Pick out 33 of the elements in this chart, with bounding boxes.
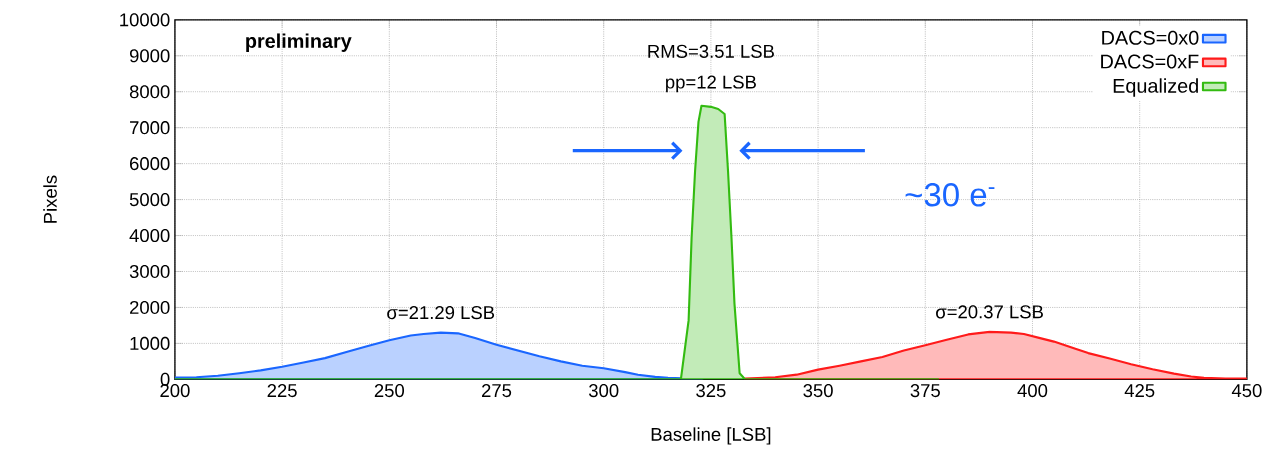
annotation: σ=20.37 LSB	[936, 305, 1043, 319]
y-tick-label: 4000	[129, 229, 170, 243]
y-tick-label: 0	[160, 373, 170, 387]
x-tick-label: 300	[588, 384, 619, 398]
x-tick-label: 400	[1017, 384, 1048, 398]
x-tick-label: 250	[374, 384, 405, 398]
legend-label: Equalized	[1113, 78, 1198, 97]
annotation: pp=12 LSB	[666, 75, 756, 93]
y-tick-label: 5000	[129, 193, 170, 207]
x-tick-label: 350	[803, 384, 833, 398]
y-tick-label: 1000	[130, 337, 170, 351]
legend-label: DACS=0xF	[1101, 54, 1199, 69]
y-tick-label: 7000	[130, 121, 170, 135]
y-tick-label: 8000	[129, 85, 170, 99]
x-tick-label: 425	[1124, 384, 1155, 398]
y-tick-label: 10000	[120, 13, 170, 27]
y-tick-label: 3000	[129, 265, 170, 279]
x-tick-label: 225	[267, 384, 297, 398]
y-tick-label: 9000	[129, 49, 170, 63]
annotation: σ=21.29 LSB	[387, 306, 495, 320]
x-tick-label: 325	[696, 384, 726, 398]
x-tick-label: 200	[160, 384, 190, 398]
x-axis-title: Baseline [LSB]	[651, 427, 771, 445]
x-tick-label: 450	[1231, 384, 1262, 398]
y-tick-label: 2000	[130, 301, 170, 315]
legend-label: DACS=0x0	[1102, 31, 1199, 46]
y-tick-label: 6000	[130, 157, 170, 171]
annotation: RMS=3.51 LSB	[648, 45, 774, 59]
x-tick-label: 375	[910, 384, 940, 398]
x-tick-label: 275	[482, 384, 512, 398]
y-axis-title: Pixels	[43, 175, 57, 223]
annotation: ~30 e$^{-}$	[905, 183, 995, 207]
annotation: preliminary	[246, 33, 352, 53]
